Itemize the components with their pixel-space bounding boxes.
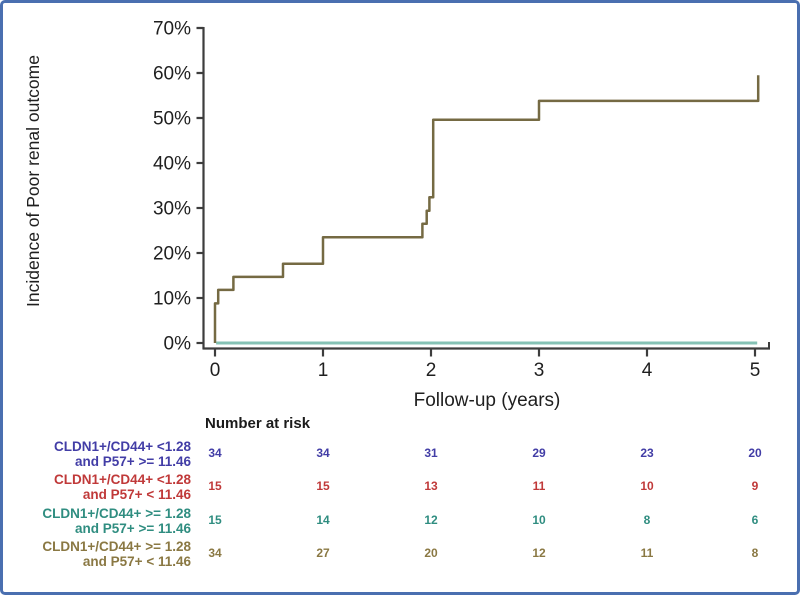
at-risk-count: 15 <box>208 479 222 494</box>
at-risk-group-label: CLDN1+/CD44+ <1.28 and P57+ < 11.46 <box>54 472 191 503</box>
at-risk-count: 14 <box>316 512 330 527</box>
y-tick-label: 70% <box>153 19 191 40</box>
at-risk-count: 34 <box>316 446 330 460</box>
at-risk-count: 13 <box>424 479 438 494</box>
x-axis-label: Follow-up (years) <box>414 390 561 411</box>
y-axis-label: Incidence of Poor renal outcome <box>23 55 43 307</box>
at-risk-group-label: CLDN1+/CD44+ >= 1.28 and P57+ < 11.46 <box>42 539 191 570</box>
at-risk-count: 11 <box>640 546 654 561</box>
at-risk-count: 15 <box>316 479 330 494</box>
x-tick-label: 2 <box>426 360 437 381</box>
x-tick-label: 3 <box>534 360 545 381</box>
at-risk-count: 15 <box>208 512 222 527</box>
at-risk-group-label: CLDN1+/CD44+ <1.28 and P57+ >= 11.46 <box>54 439 191 469</box>
at-risk-count: 23 <box>640 446 654 460</box>
y-tick-label: 50% <box>153 109 191 130</box>
x-tick-label: 5 <box>750 360 761 381</box>
at-risk-count: 27 <box>316 546 330 561</box>
at-risk-count: 31 <box>424 446 438 460</box>
at-risk-count: 34 <box>208 446 222 460</box>
at-risk-count: 20 <box>748 446 762 460</box>
at-risk-row: CLDN1+/CD44+ >= 1.28 and P57+ < 11.46 34 27… <box>3 538 797 571</box>
at-risk-count: 6 <box>751 512 759 527</box>
x-axis: 0 1 2 3 4 5 Follow-up (years) <box>202 342 770 411</box>
y-tick-label: 0% <box>164 334 192 355</box>
at-risk-row: CLDN1+/CD44+ <1.28 and P57+ < 11.46 15 15 13… <box>3 471 797 504</box>
at-risk-count: 34 <box>208 546 222 561</box>
x-axis-ticks: 0 1 2 3 4 5 <box>210 349 761 381</box>
at-risk-header: Number at risk <box>205 415 311 432</box>
survival-curves <box>213 75 760 345</box>
x-tick-label: 1 <box>318 360 329 381</box>
at-risk-count: 10 <box>640 479 654 494</box>
cumulative-incidence-plot: 0% 10% 20% 30% 40% 50% 60% 70% Incidence of Poo… <box>23 19 770 411</box>
at-risk-row: CLDN1+/CD44+ <1.28 and P57+ >= 11.46 34 34 3… <box>3 438 797 471</box>
x-tick-label: 4 <box>642 360 653 381</box>
y-axis-ticks: 0% 10% 20% 30% 40% 50% 60% 70% <box>153 19 204 355</box>
at-risk-count: 12 <box>424 512 438 527</box>
x-tick-label: 0 <box>210 360 221 381</box>
y-tick-label: 40% <box>153 154 191 175</box>
at-risk-count: 29 <box>532 446 546 460</box>
y-tick-label: 20% <box>153 244 191 265</box>
at-risk-count: 20 <box>424 546 438 561</box>
at-risk-count: 9 <box>751 479 759 494</box>
at-risk-count: 8 <box>751 546 759 561</box>
at-risk-count: 8 <box>643 512 651 527</box>
at-risk-count: 10 <box>532 512 546 527</box>
at-risk-count: 12 <box>532 546 546 561</box>
at-risk-row: CLDN1+/CD44+ >= 1.28 and P57+ >= 11.46 15 1… <box>3 505 797 538</box>
y-axis: 0% 10% 20% 30% 40% 50% 60% 70% Incidence of Poo… <box>23 19 205 355</box>
y-tick-label: 30% <box>153 199 191 220</box>
y-tick-label: 60% <box>153 64 191 85</box>
y-tick-label: 10% <box>153 289 191 310</box>
at-risk-group-label: CLDN1+/CD44+ >= 1.28 and P57+ >= 11.46 <box>42 505 191 536</box>
curve-cldn1-cd44-1-28-and-p57-11-46 <box>213 75 760 343</box>
at-risk-count: 11 <box>532 479 546 494</box>
